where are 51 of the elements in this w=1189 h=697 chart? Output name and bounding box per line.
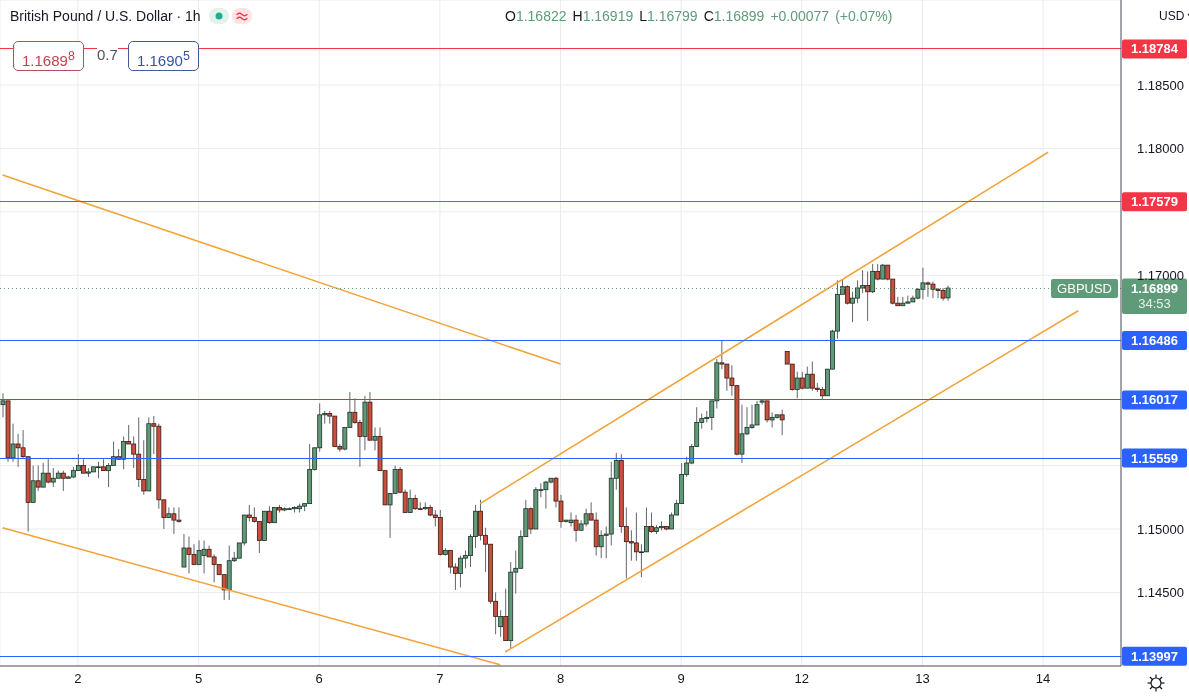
y-tick-label: 1.17000: [1137, 267, 1184, 283]
text: USD: [1159, 9, 1185, 23]
candlestick: [40, 462, 46, 488]
annotation: 1.1690$^{5}$: [128, 41, 199, 71]
candlestick: [865, 270, 871, 322]
candlestick: [10, 423, 16, 463]
candlestick: [45, 458, 51, 484]
y-tick-label: 1.18000: [1137, 141, 1184, 157]
candlestick: [121, 435, 127, 470]
annotation: 1.1689$^{8}$: [13, 41, 84, 71]
candlestick: [60, 470, 66, 492]
candlestick: [794, 371, 800, 399]
y-tick-label: 1.18500: [1137, 77, 1184, 93]
x-tick-label: 12: [794, 671, 810, 687]
candlestick: [30, 465, 36, 503]
ref-line-label: 1.18784: [1131, 41, 1179, 57]
y-tick-label: 1.14500: [1137, 585, 1184, 601]
candlestick: [804, 366, 810, 389]
candlestick: [256, 520, 262, 554]
x-tick-label: 2: [74, 671, 82, 687]
text: O1.16822 H1.16919 L1.16799 C1.16899 +0.00077 (+0.07%): [505, 8, 893, 24]
candlestick: [649, 512, 654, 534]
candlestick: [633, 512, 639, 562]
ref-line-label: 1.15559: [1131, 450, 1178, 466]
ref-line-label: 1.16486: [1131, 332, 1178, 348]
ref-line-label: 1.16017: [1131, 392, 1178, 408]
candlestick: [186, 536, 192, 574]
candlestick: [779, 409, 785, 436]
candlestick: [528, 506, 534, 535]
x-tick-label: 6: [315, 671, 323, 687]
candlestick: [573, 514, 579, 543]
text: 34:53: [1122, 296, 1187, 315]
x-tick-label: 9: [677, 671, 685, 687]
x-tick-label: 13: [915, 671, 930, 687]
x-tick-label: 7: [436, 671, 444, 687]
candlestick: [498, 609, 504, 638]
y-tick-label: 1.15000: [1137, 521, 1184, 537]
annotation: 0.7: [97, 46, 118, 63]
x-tick-label: 5: [194, 671, 203, 687]
x-tick-label: 8: [556, 671, 565, 687]
candlestick: [0, 392, 6, 418]
candlestick: [372, 427, 378, 451]
annotation: GBPUSD: [1051, 278, 1118, 298]
candlestick: [166, 506, 172, 519]
x-tick-label: 14: [1035, 671, 1051, 687]
candlestick: [35, 465, 41, 492]
candlestick: [407, 489, 413, 513]
ref-line-label: 1.13997: [1131, 648, 1178, 664]
text: British Pound / U.S. Dollar · 1h: [10, 8, 201, 24]
ref-line-label: 1.17579: [1131, 194, 1178, 210]
ref-line-label: 1.16899: [1131, 280, 1178, 296]
